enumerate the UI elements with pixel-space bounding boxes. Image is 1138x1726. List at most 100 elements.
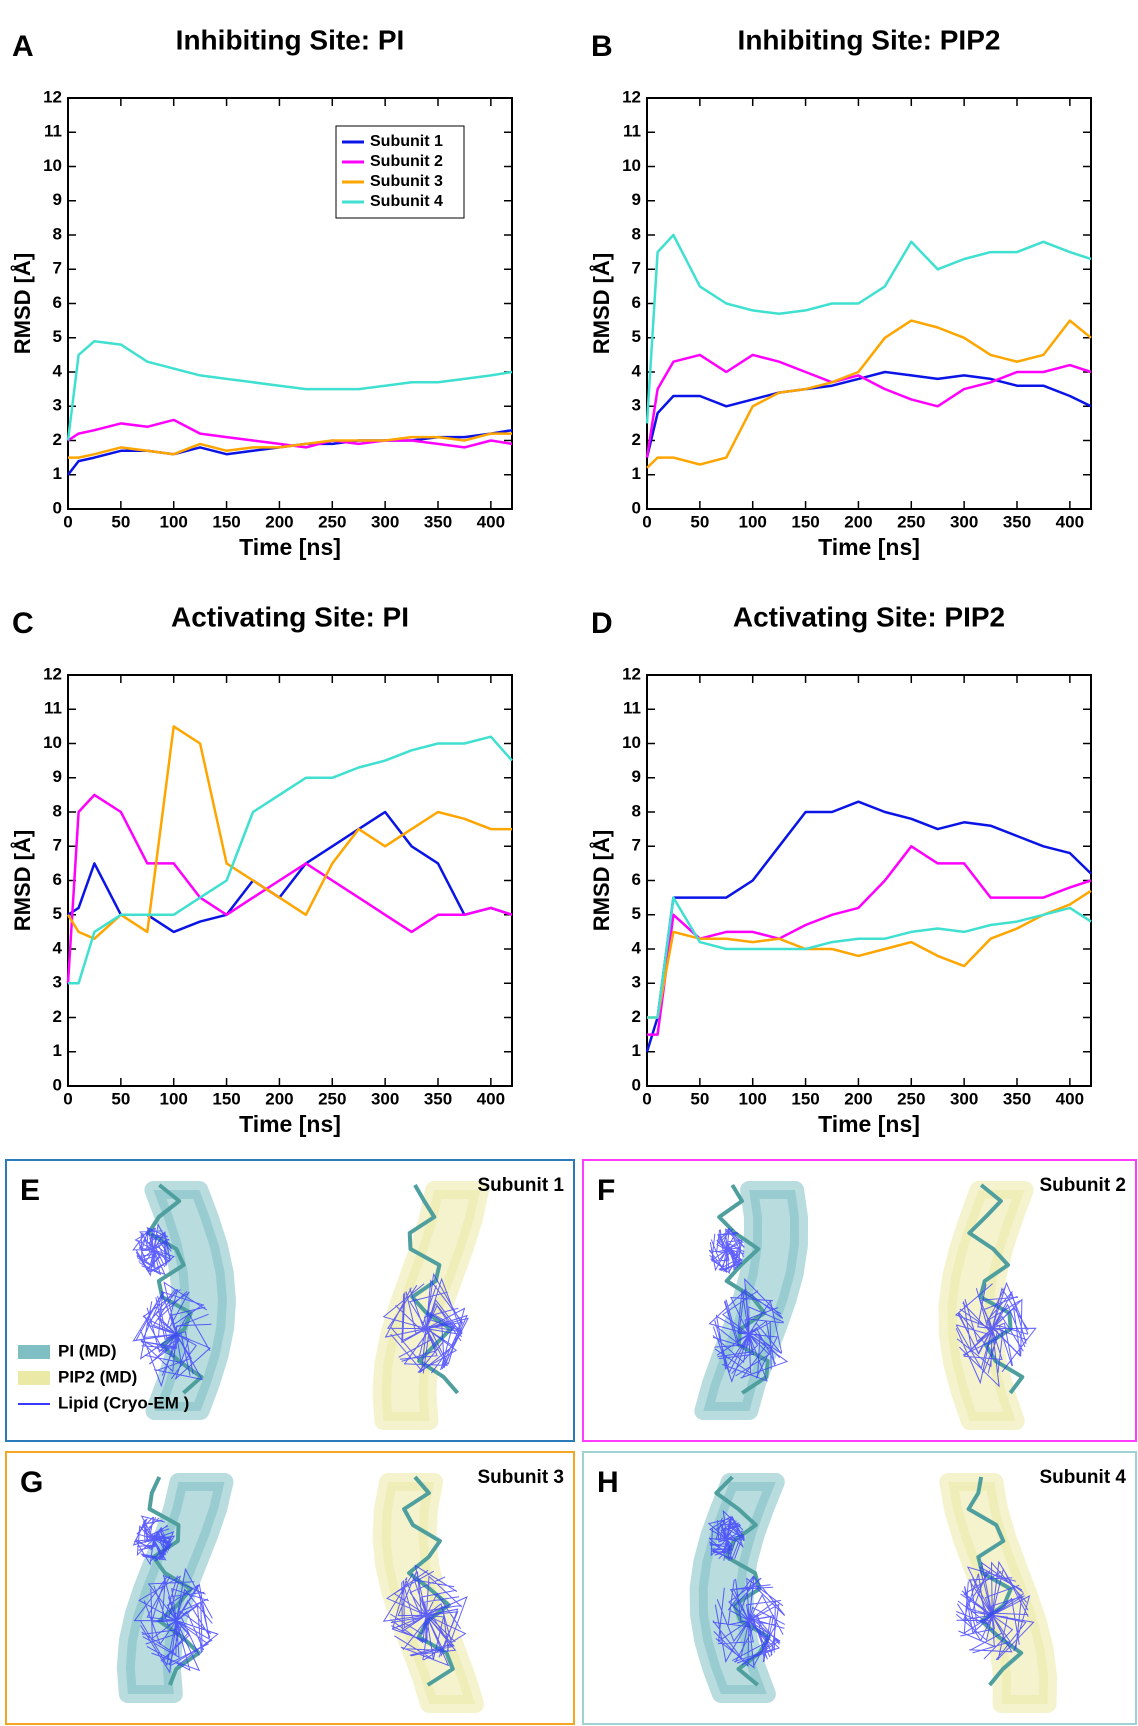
y-tick-label: 8 <box>632 801 641 820</box>
y-tick-label: 5 <box>632 327 641 346</box>
y-tick-label: 3 <box>632 396 641 415</box>
x-tick-label: 350 <box>424 1089 452 1108</box>
cryo-em-mesh <box>132 1223 175 1277</box>
y-tick-label: 3 <box>53 973 62 992</box>
panel-letter: F <box>597 1174 615 1207</box>
y-axis-label: RMSD [Å] <box>9 253 35 354</box>
panel-letter: C <box>12 607 34 640</box>
y-tick-label: 9 <box>632 767 641 786</box>
x-tick-label: 0 <box>63 1089 72 1108</box>
x-tick-label: 400 <box>477 512 505 531</box>
y-tick-label: 9 <box>53 767 62 786</box>
y-tick-label: 8 <box>53 224 62 243</box>
series-line <box>647 896 1092 1019</box>
panel-title: Subunit 1 <box>477 1175 564 1196</box>
cryo-em-mesh <box>954 1281 1037 1388</box>
y-tick-label: 5 <box>632 904 641 923</box>
panel-title: Subunit 3 <box>477 1467 564 1488</box>
chart-title: Activating Site: PIP2 <box>733 601 1005 632</box>
y-tick-label: 1 <box>53 1041 62 1060</box>
series-line <box>646 319 1092 469</box>
y-tick-label: 1 <box>632 464 641 483</box>
y-tick-label: 4 <box>632 938 642 957</box>
x-tick-label: 150 <box>791 1089 819 1108</box>
x-tick-label: 150 <box>791 512 819 531</box>
x-axis-label: Time [ns] <box>818 1111 920 1137</box>
panel-letter: H <box>597 1466 619 1499</box>
y-tick-label: 6 <box>632 293 641 312</box>
cryo-em-mesh <box>707 1509 745 1562</box>
x-axis-label: Time [ns] <box>818 534 920 560</box>
y-tick-label: 10 <box>622 156 641 175</box>
cryo-em-mesh <box>132 1281 212 1388</box>
y-tick-label: 7 <box>53 259 62 278</box>
x-tick-label: 250 <box>897 1089 925 1108</box>
y-tick-label: 5 <box>53 904 62 923</box>
legend-label: PI (MD) <box>58 1341 117 1360</box>
legend-label: Subunit 2 <box>370 153 443 170</box>
series-line <box>647 889 1092 1019</box>
y-tick-label: 10 <box>43 156 62 175</box>
y-tick-label: 8 <box>632 224 641 243</box>
y-tick-label: 11 <box>623 122 641 141</box>
y-tick-label: 12 <box>622 664 641 683</box>
y-tick-label: 10 <box>622 733 641 752</box>
panel-title: Subunit 2 <box>1039 1175 1126 1196</box>
series-line <box>645 353 1092 458</box>
x-tick-label: 50 <box>690 512 709 531</box>
legend-swatch <box>18 1345 50 1359</box>
x-tick-label: 350 <box>1003 1089 1031 1108</box>
lipid-stick <box>146 1183 204 1395</box>
y-tick-label: 7 <box>632 259 641 278</box>
x-tick-label: 300 <box>371 1089 399 1108</box>
x-tick-label: 350 <box>1003 512 1031 531</box>
x-tick-label: 200 <box>844 1089 872 1108</box>
density-surface <box>938 1181 1034 1430</box>
y-tick-label: 3 <box>53 396 62 415</box>
cryo-em-mesh <box>708 1277 789 1383</box>
y-tick-label: 9 <box>53 190 62 209</box>
cryo-em-mesh <box>955 1560 1035 1661</box>
panel-letter: A <box>12 30 34 63</box>
y-tick-label: 1 <box>53 464 62 483</box>
series-line <box>68 735 513 985</box>
cryo-em-mesh <box>712 1575 786 1669</box>
y-tick-label: 4 <box>53 938 63 957</box>
series-line <box>66 339 513 441</box>
y-tick-label: 6 <box>53 870 62 889</box>
series-line <box>645 800 1092 1053</box>
chart-title: Activating Site: PI <box>171 601 409 632</box>
cryo-em-mesh <box>382 1564 468 1667</box>
panel-letter: G <box>20 1466 43 1499</box>
y-tick-label: 2 <box>53 1007 62 1026</box>
x-tick-label: 250 <box>897 512 925 531</box>
legend-label: Subunit 4 <box>370 193 443 210</box>
plot-frame <box>646 674 1092 1087</box>
legend-label: PIP2 (MD) <box>58 1367 137 1386</box>
x-tick-label: 300 <box>371 512 399 531</box>
x-tick-label: 100 <box>739 512 767 531</box>
x-tick-label: 350 <box>424 512 452 531</box>
y-tick-label: 7 <box>632 836 641 855</box>
series-line <box>67 418 513 449</box>
x-tick-label: 300 <box>950 512 978 531</box>
x-tick-label: 400 <box>477 1089 505 1108</box>
legend-swatch <box>18 1371 50 1385</box>
legend-label: Subunit 1 <box>370 133 443 150</box>
x-tick-label: 50 <box>111 512 130 531</box>
cryo-em-mesh <box>133 1567 219 1674</box>
x-tick-label: 400 <box>1056 512 1084 531</box>
y-axis-label: RMSD [Å] <box>588 253 614 354</box>
x-tick-label: 100 <box>739 1089 767 1108</box>
legend-label: Subunit 3 <box>370 173 443 190</box>
y-tick-label: 1 <box>632 1041 641 1060</box>
chart-title: Inhibiting Site: PI <box>176 24 405 55</box>
x-axis-label: Time [ns] <box>239 1111 341 1137</box>
panel-letter: D <box>591 607 613 640</box>
cryo-em-mesh <box>382 1272 469 1374</box>
y-tick-label: 2 <box>53 430 62 449</box>
panel-border <box>582 1159 1137 1442</box>
y-tick-label: 11 <box>44 699 62 718</box>
x-tick-label: 150 <box>212 512 240 531</box>
